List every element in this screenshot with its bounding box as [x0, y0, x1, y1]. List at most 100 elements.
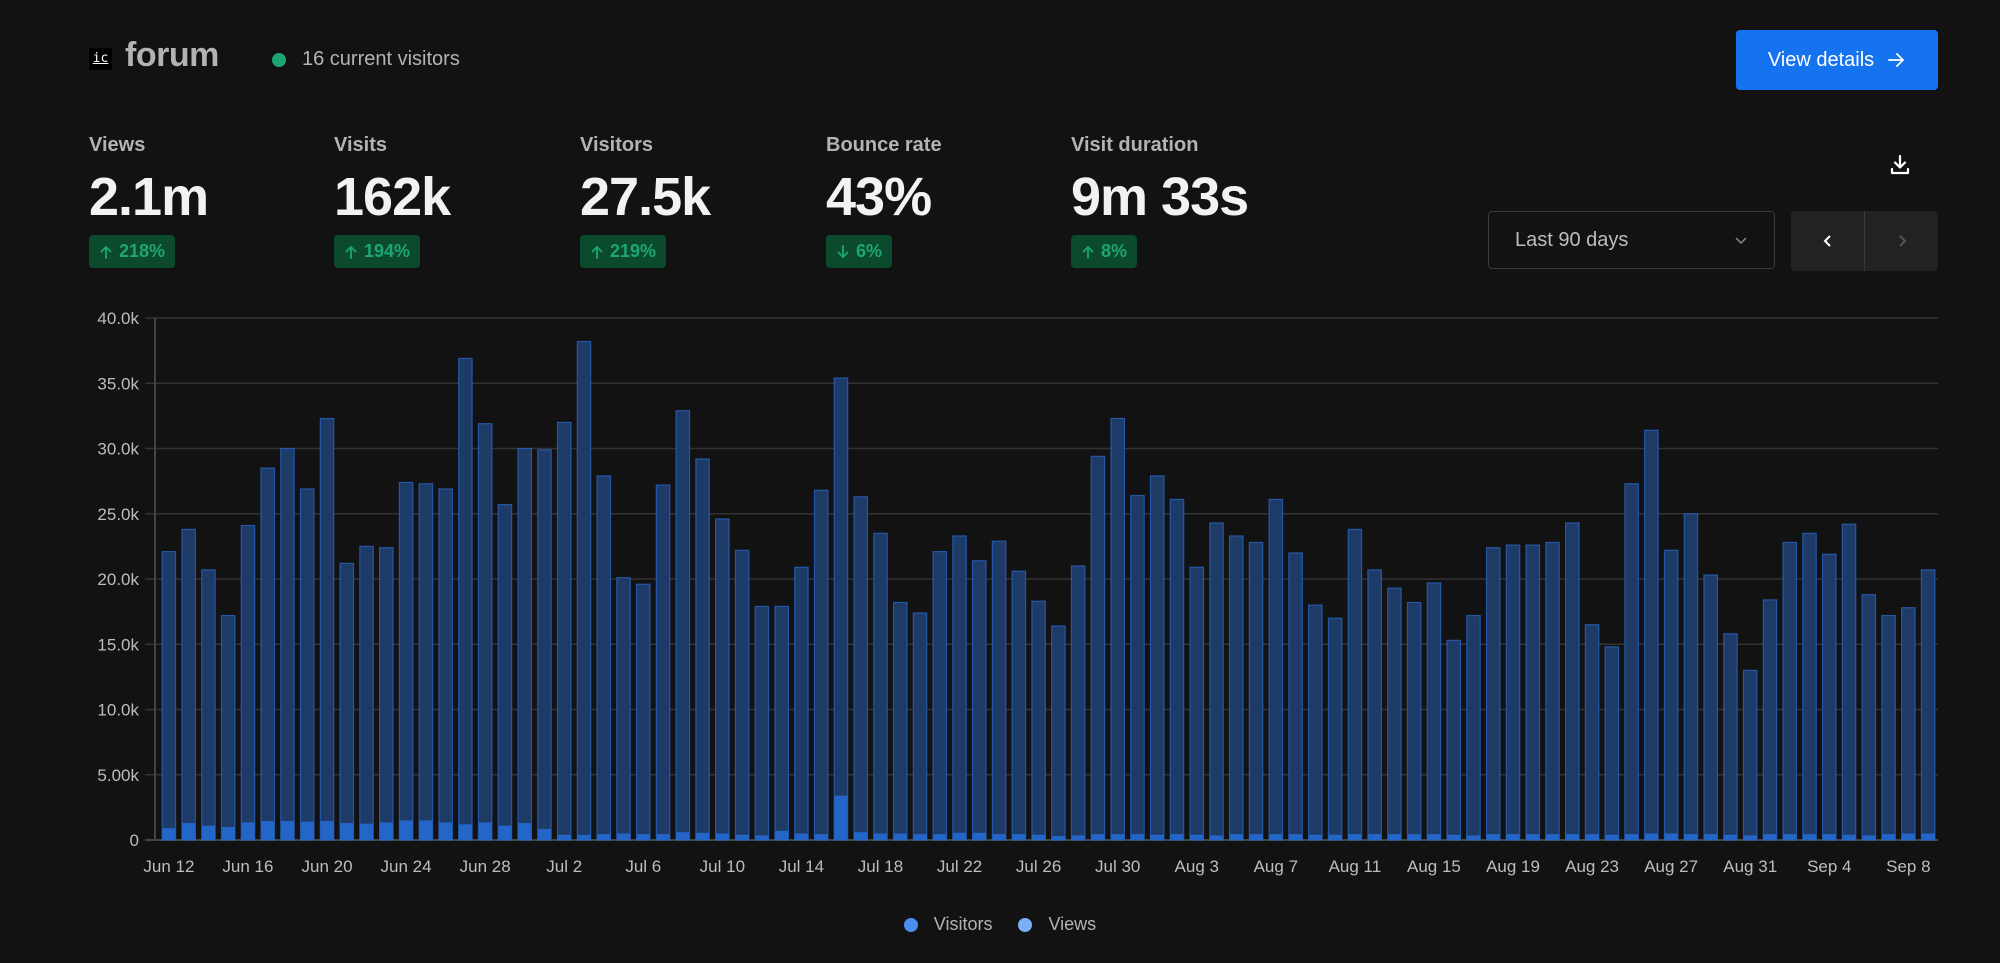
metric-visitors[interactable]: Visitors 27.5k 219%: [580, 134, 711, 268]
views-bar[interactable]: [1821, 553, 1837, 841]
visitors-bar[interactable]: [1348, 834, 1362, 840]
visitors-bar[interactable]: [1743, 835, 1757, 840]
visitors-bar[interactable]: [1822, 834, 1837, 840]
views-bar[interactable]: [418, 483, 434, 841]
visitors-bar[interactable]: [221, 826, 235, 840]
legend-item-views[interactable]: Views: [1018, 914, 1096, 935]
views-bar[interactable]: [991, 540, 1007, 841]
views-bar[interactable]: [359, 545, 374, 841]
views-bar[interactable]: [517, 447, 533, 841]
views-bar[interactable]: [260, 467, 276, 841]
views-bar[interactable]: [299, 488, 315, 841]
visitors-bar[interactable]: [933, 834, 947, 840]
visitors-bar[interactable]: [1288, 834, 1303, 840]
views-bar[interactable]: [1624, 483, 1639, 841]
views-bar[interactable]: [161, 550, 177, 841]
visitors-bar[interactable]: [300, 821, 314, 840]
views-bar[interactable]: [537, 449, 552, 841]
visitors-bar[interactable]: [1585, 834, 1599, 840]
visitors-bar[interactable]: [1130, 834, 1145, 840]
visitors-bar[interactable]: [1684, 834, 1698, 840]
visitors-bar[interactable]: [419, 820, 433, 840]
visitors-bar[interactable]: [1605, 834, 1619, 840]
visitors-bar[interactable]: [1012, 834, 1026, 840]
visitors-bar[interactable]: [1703, 834, 1718, 840]
views-bar[interactable]: [1604, 646, 1620, 841]
views-bar[interactable]: [339, 562, 355, 841]
visitors-bar[interactable]: [1526, 834, 1540, 840]
views-bar[interactable]: [1130, 494, 1145, 841]
views-bar[interactable]: [794, 566, 809, 841]
visitors-bar[interactable]: [1763, 834, 1777, 840]
views-bar[interactable]: [1703, 574, 1719, 841]
views-bar[interactable]: [1149, 475, 1165, 841]
views-bar[interactable]: [695, 458, 710, 841]
visitors-bar[interactable]: [676, 832, 690, 840]
views-bar[interactable]: [438, 488, 453, 841]
visitors-bar[interactable]: [577, 834, 591, 840]
visitors-bar[interactable]: [1664, 833, 1678, 840]
visitors-bar[interactable]: [1881, 834, 1896, 840]
views-bar[interactable]: [715, 518, 730, 841]
visitors-bar[interactable]: [340, 823, 354, 840]
visitors-bar[interactable]: [1624, 834, 1639, 840]
metric-visits[interactable]: Visits 162k 194%: [334, 134, 451, 268]
visitors-bar[interactable]: [992, 834, 1006, 840]
views-bar[interactable]: [1564, 522, 1580, 841]
visitors-bar[interactable]: [379, 822, 394, 840]
views-bar[interactable]: [774, 605, 789, 841]
views-bar[interactable]: [616, 577, 631, 841]
views-bar[interactable]: [1406, 601, 1422, 841]
views-bar[interactable]: [754, 605, 770, 841]
view-details-button[interactable]: View details: [1736, 30, 1938, 90]
visitors-bar[interactable]: [1051, 836, 1066, 840]
views-bar[interactable]: [576, 340, 592, 841]
visitors-bar[interactable]: [241, 822, 255, 840]
visitors-bar[interactable]: [280, 821, 295, 840]
views-bar[interactable]: [1308, 604, 1323, 841]
views-bar[interactable]: [1485, 547, 1501, 841]
views-bar[interactable]: [1051, 625, 1066, 841]
views-bar[interactable]: [1228, 535, 1244, 841]
visitors-bar[interactable]: [616, 833, 631, 840]
visitors-bar[interactable]: [1565, 834, 1580, 840]
visitors-bar[interactable]: [260, 821, 275, 840]
views-bar[interactable]: [1446, 639, 1462, 841]
views-bar[interactable]: [1505, 544, 1521, 841]
visitors-bar[interactable]: [1802, 834, 1817, 840]
visitors-bar[interactable]: [1328, 834, 1342, 840]
visitors-bar[interactable]: [1921, 833, 1935, 840]
visitors-bar[interactable]: [557, 834, 571, 840]
metric-visit-duration[interactable]: Visit duration 9m 33s 8%: [1071, 134, 1249, 268]
visitors-bar[interactable]: [1842, 834, 1856, 840]
visitors-bar[interactable]: [1209, 835, 1224, 840]
views-bar[interactable]: [1209, 522, 1224, 841]
date-range-select[interactable]: Last 90 days: [1488, 211, 1775, 269]
views-bar[interactable]: [833, 377, 849, 841]
views-bar[interactable]: [1347, 528, 1363, 841]
visitors-bar[interactable]: [1229, 834, 1244, 840]
visitors-bar[interactable]: [1723, 834, 1738, 840]
visitors-bar[interactable]: [181, 823, 196, 840]
views-bar[interactable]: [181, 528, 196, 841]
views-bar[interactable]: [1584, 624, 1600, 841]
views-bar[interactable]: [1268, 498, 1284, 841]
visitors-bar[interactable]: [458, 824, 473, 840]
views-bar[interactable]: [1742, 669, 1758, 841]
views-bar[interactable]: [556, 421, 572, 841]
current-visitors[interactable]: 16 current visitors: [302, 48, 460, 70]
views-bar[interactable]: [971, 560, 987, 841]
metric-views[interactable]: Views 2.1m 218%: [89, 134, 209, 268]
views-bar[interactable]: [1466, 614, 1481, 841]
visitors-bar[interactable]: [1150, 834, 1164, 840]
views-bar[interactable]: [497, 504, 513, 841]
visitors-bar[interactable]: [1387, 834, 1402, 840]
views-bar[interactable]: [378, 547, 394, 841]
visitors-bar[interactable]: [1110, 834, 1125, 840]
visitors-bar[interactable]: [1466, 835, 1481, 840]
views-bar[interactable]: [1011, 570, 1027, 841]
visitors-bar[interactable]: [656, 834, 670, 840]
views-bar[interactable]: [1327, 617, 1343, 841]
views-bar[interactable]: [1901, 607, 1916, 841]
views-bar[interactable]: [1644, 429, 1659, 841]
